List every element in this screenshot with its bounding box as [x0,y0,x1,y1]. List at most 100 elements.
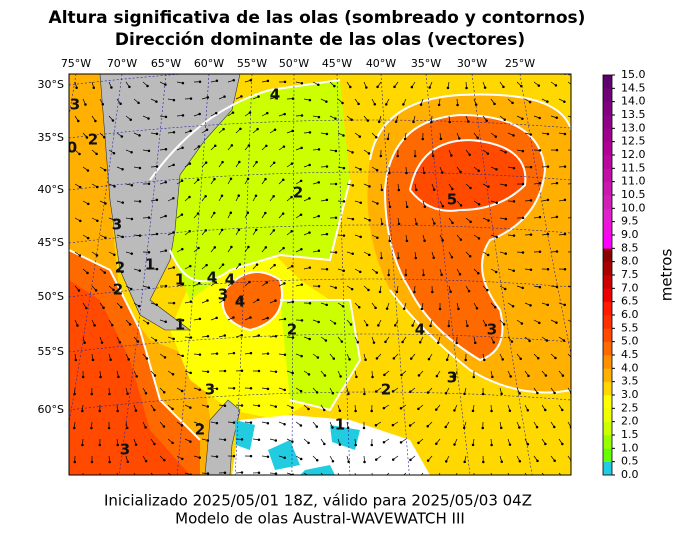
vector-head [379,291,381,293]
colorbar-segment [603,262,612,276]
lon-label: 25°W [505,57,535,70]
vector-head [103,136,105,138]
vector-head [258,96,260,98]
contour-label: 4 [270,86,280,104]
vector-head [504,288,506,290]
vector-head [241,334,243,336]
colorbar-tick-label: 5.0 [621,335,639,348]
colorbar-tick-label: 4.5 [621,348,639,361]
vector-head [539,216,541,218]
vector-head [513,201,515,203]
contour-label: 3 [487,321,497,339]
vector-head [352,218,354,220]
vector-head [455,478,457,480]
vector-head [326,199,328,201]
vector-head [275,335,277,337]
vector-head [539,149,541,151]
vector-head [214,145,216,147]
vector-head [91,393,93,395]
vector-head [377,203,379,205]
vector-head [182,147,184,149]
vector-head [343,235,345,237]
vector-head [521,118,523,120]
vector-head [241,472,243,474]
vector-head [473,478,475,480]
vector-head [348,461,350,463]
vector-head [343,270,345,272]
vector-head [309,99,311,101]
vector-head [258,405,260,407]
vector-head [447,87,449,89]
vector-head [449,121,451,123]
vector-head [145,392,147,394]
vector-head [530,234,532,236]
vector-head [383,441,385,443]
vector-head [445,392,447,394]
vector-head [163,391,165,393]
colorbar-segment [603,248,612,262]
vector-head [513,235,515,237]
vector-head [173,164,175,166]
vector-head [561,443,563,445]
vector-head [267,80,269,82]
vector-head [199,318,201,320]
colorbar-segment [603,302,612,316]
vector-head [539,182,541,184]
vector-head [445,460,447,462]
vector-head [431,291,433,293]
vector-head [478,203,480,205]
colorbar-tick-label: 2.0 [621,415,639,428]
vector-head [136,375,138,377]
vector-head [475,104,477,106]
vector-head [85,104,87,106]
vector-head [375,459,377,461]
vector-head [74,461,76,463]
vector-head [284,457,286,459]
vector-head [433,223,435,225]
vector-head [317,84,319,86]
vector-head [181,214,183,216]
vector-head [93,87,95,89]
vector-head [284,113,286,115]
vector-head [129,86,131,88]
vector-head [504,119,506,121]
colorbar-tick-label: 9.0 [621,228,639,241]
vector-head [224,439,226,441]
vector-head [156,268,158,270]
vector-head [291,441,293,443]
vector-head [139,200,141,202]
vector-head [181,248,183,250]
colorbar-tick-label: 15.0 [621,68,646,81]
contour-label: 5 [447,191,457,209]
vector-head [424,240,426,242]
vector-head [342,305,344,307]
vector-head [189,196,191,198]
vector-head [111,324,113,326]
vector-head [131,184,133,186]
vector-head [205,195,207,197]
colorbar-tick-label: 14.0 [621,95,646,108]
vector-head [301,320,303,322]
vector-head [355,410,357,412]
vector-head [121,136,123,138]
vector-head [189,407,191,409]
vector-head [371,444,373,446]
vector-head [233,455,235,457]
vector-head [96,220,98,222]
vector-head [397,257,399,259]
vector-head [383,407,385,409]
vector-head [135,410,137,412]
vector-head [109,461,111,463]
vector-head [463,427,465,429]
vector-head [231,145,233,147]
vector-head [427,392,429,394]
vector-head [488,220,490,222]
lat-label: 40°S [38,183,64,196]
vector-head [368,152,370,154]
colorbar-segment [603,222,612,236]
vector-head [410,358,412,360]
vector-head [431,121,433,123]
vector-head [414,155,416,157]
colorbar-tick-label: 3.0 [621,388,639,401]
colorbar-segment [603,208,612,222]
